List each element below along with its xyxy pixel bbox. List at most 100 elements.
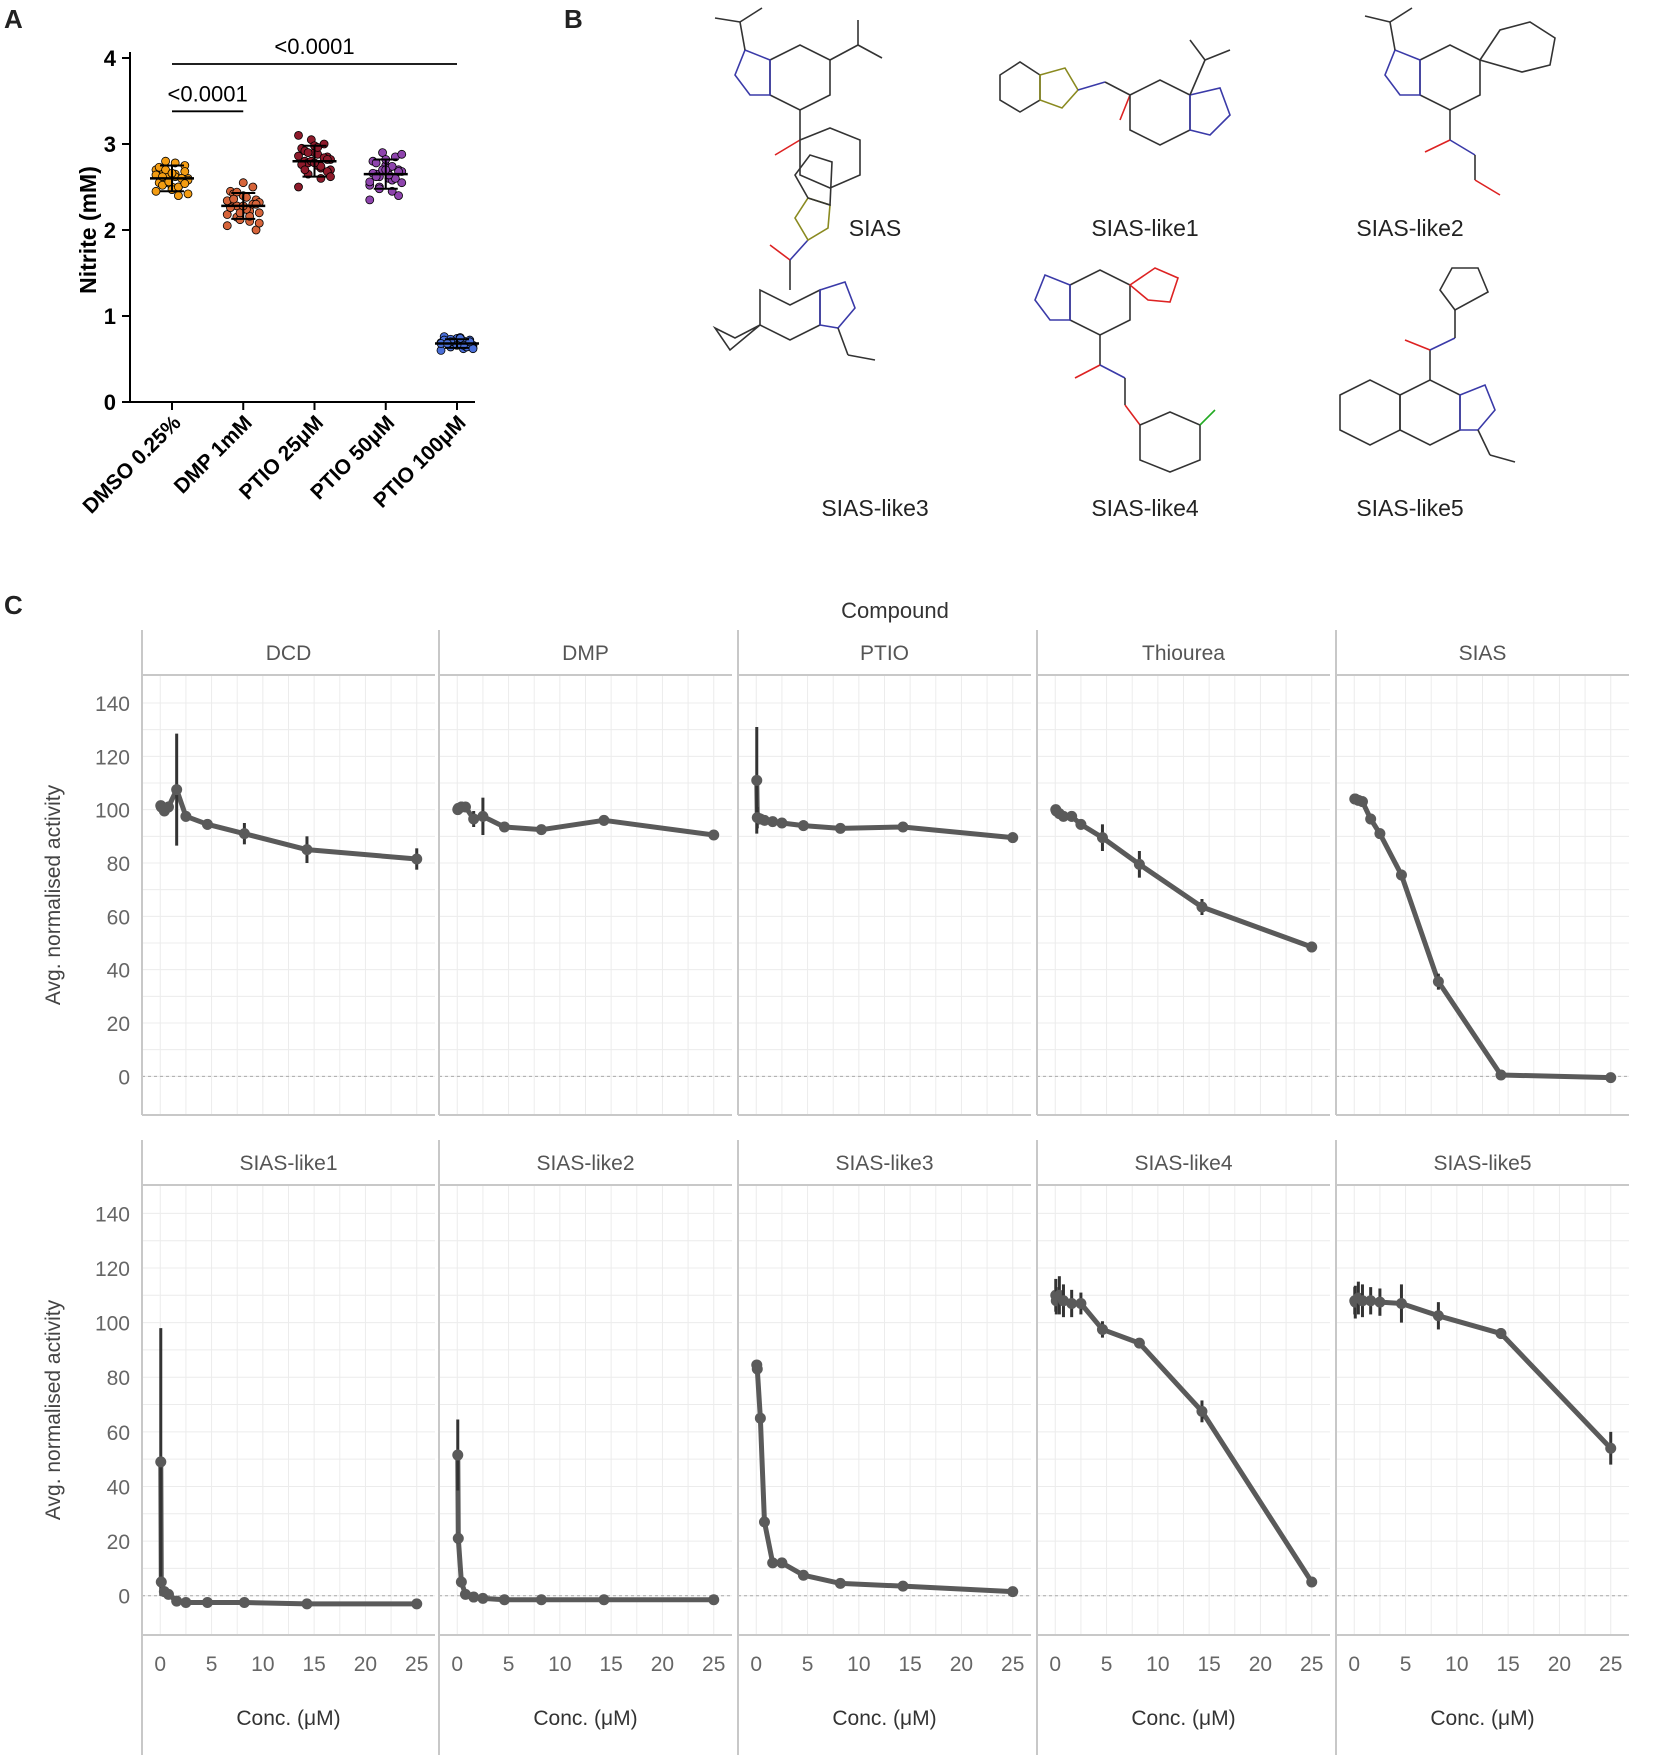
- data-point: [477, 810, 489, 822]
- data-point: [1374, 1296, 1386, 1308]
- data-point: [1356, 796, 1368, 808]
- data-point: [300, 165, 310, 175]
- y-tick-label: 4: [104, 46, 117, 71]
- data-point: [180, 179, 190, 188]
- facet-strip-label: SIAS: [1459, 642, 1507, 665]
- data-point: [238, 1597, 250, 1609]
- data-point: [411, 1598, 423, 1610]
- y-tick-label: 100: [95, 800, 130, 823]
- molecule-sias-like3-drawing: [712, 154, 876, 361]
- data-point: [394, 191, 403, 201]
- data-point: [708, 829, 720, 841]
- data-point: [1066, 810, 1078, 822]
- molecule-name: SIAS-like4: [1091, 495, 1199, 521]
- data-point: [1066, 1298, 1078, 1309]
- y-tick-label: 120: [95, 1258, 130, 1281]
- panel-c-letter: C: [4, 590, 23, 620]
- data-point: [751, 1363, 763, 1375]
- data-point: [1374, 828, 1386, 840]
- x-tick-label: 25: [1599, 1653, 1622, 1676]
- data-point: [411, 853, 423, 865]
- y-tick-label: 80: [107, 853, 130, 876]
- data-point: [294, 130, 303, 140]
- data-point: [754, 1412, 766, 1424]
- facet-strip-label: SIAS-like5: [1433, 1152, 1531, 1175]
- data-point: [365, 195, 375, 205]
- data-point: [598, 814, 610, 826]
- y-axis-title: Avg. normalised activity: [42, 784, 65, 1005]
- data-point: [751, 774, 763, 786]
- x-tick-label: 25: [1001, 1653, 1024, 1676]
- x-axis-title: Conc. (μM): [236, 1707, 340, 1730]
- y-tick-label: 40: [107, 1476, 130, 1499]
- x-tick-label: 0: [154, 1653, 166, 1676]
- x-tick-label: 5: [1101, 1653, 1113, 1676]
- data-point: [254, 218, 264, 228]
- facet-strip-label: DCD: [266, 642, 312, 665]
- data-point: [1605, 1072, 1617, 1084]
- data-point: [180, 810, 192, 822]
- molecule-sias-like1-drawing: [999, 39, 1231, 146]
- data-point: [1365, 813, 1377, 825]
- data-point: [459, 801, 471, 813]
- molecule-name: SIAS-like3: [821, 495, 929, 521]
- data-point: [897, 1580, 909, 1592]
- x-axis-title: Conc. (μM): [1131, 1707, 1235, 1730]
- data-point: [452, 1532, 464, 1544]
- data-point: [834, 1577, 846, 1589]
- y-tick-label: 20: [107, 1531, 130, 1554]
- data-point: [201, 818, 213, 830]
- data-point: [1096, 832, 1108, 844]
- data-point: [1495, 1069, 1507, 1081]
- x-tick-label: 10: [1445, 1653, 1468, 1676]
- data-point: [776, 1557, 788, 1569]
- data-point: [498, 821, 510, 833]
- data-point: [238, 828, 250, 840]
- panel-b-letter: B: [564, 4, 583, 34]
- data-point: [1075, 1298, 1087, 1309]
- x-tick-label: 0: [750, 1653, 762, 1676]
- data-point: [598, 1594, 610, 1606]
- y-tick-label: 3: [104, 132, 116, 157]
- data-point: [222, 221, 232, 231]
- data-point: [1356, 1295, 1368, 1307]
- x-tick-label: 15: [898, 1653, 921, 1676]
- y-tick-label: 2: [104, 218, 116, 243]
- y-axis-title: Nitrite (mM): [75, 166, 101, 294]
- data-point: [1432, 976, 1444, 988]
- data-point: [248, 182, 258, 192]
- data-point: [1133, 858, 1145, 870]
- facet-strip-label: Thiourea: [1142, 642, 1225, 665]
- significance-label: <0.0001: [168, 81, 248, 106]
- data-point: [1007, 1586, 1019, 1598]
- data-point: [1395, 1298, 1407, 1309]
- data-point: [897, 821, 909, 833]
- y-tick-label: 1: [104, 304, 116, 329]
- x-tick-label: 20: [950, 1653, 973, 1676]
- data-point: [1395, 869, 1407, 881]
- data-point: [767, 1557, 779, 1569]
- data-point: [797, 820, 809, 832]
- data-point: [171, 1595, 183, 1607]
- data-point: [477, 1592, 489, 1604]
- y-tick-label: 60: [107, 906, 130, 929]
- y-tick-label: 140: [95, 693, 130, 716]
- data-point: [365, 177, 375, 187]
- facet-strip-label: PTIO: [860, 642, 909, 665]
- x-axis-title: Conc. (μM): [832, 1707, 936, 1730]
- data-point: [180, 1597, 192, 1609]
- data-point: [397, 149, 407, 159]
- y-tick-label: 40: [107, 960, 130, 983]
- molecule-sias-drawing: [714, 7, 883, 189]
- x-tick-label: 0: [451, 1653, 463, 1676]
- facet-strip-label: SIAS-like4: [1134, 1152, 1232, 1175]
- facet-strip-label: DMP: [562, 642, 609, 665]
- molecule-name: SIAS-like2: [1356, 215, 1464, 241]
- molecule-name: SIAS-like5: [1356, 495, 1464, 521]
- data-point: [151, 186, 161, 196]
- x-tick-label: 5: [1400, 1653, 1412, 1676]
- data-point: [1057, 810, 1069, 822]
- x-tick-label: DMSO 0.25%: [78, 411, 185, 518]
- x-tick-label: 15: [1197, 1653, 1220, 1676]
- data-point: [498, 1594, 510, 1606]
